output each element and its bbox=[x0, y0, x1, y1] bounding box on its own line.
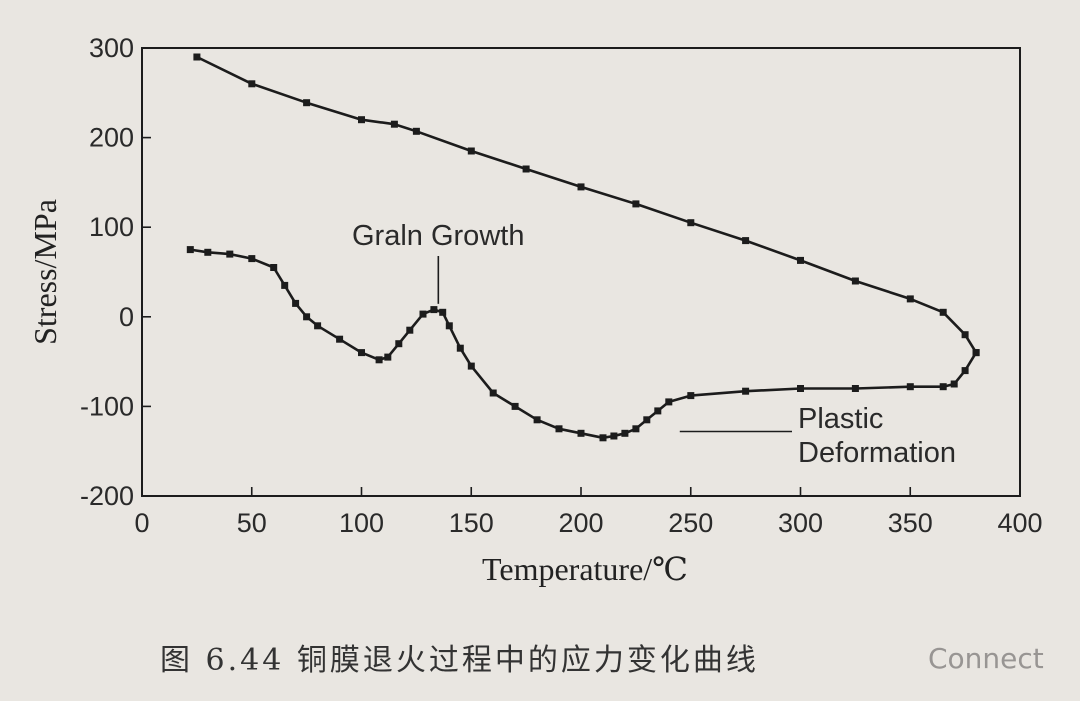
series-1-point bbox=[193, 53, 201, 61]
x-tick-label: 400 bbox=[997, 508, 1042, 538]
series-1-point bbox=[687, 219, 695, 227]
series-2-point bbox=[742, 387, 750, 395]
x-axis-label: Temperature/℃ bbox=[482, 551, 688, 587]
series-1-point bbox=[906, 295, 914, 303]
series-1-point bbox=[467, 147, 475, 155]
series-2-point bbox=[972, 349, 980, 357]
series-1-point bbox=[522, 165, 530, 173]
x-tick-label: 50 bbox=[237, 508, 267, 538]
watermark: Connect bbox=[928, 642, 1044, 675]
series-2-point bbox=[621, 429, 629, 437]
series-2-point bbox=[314, 322, 322, 330]
series-1-point bbox=[742, 237, 750, 245]
series-2-point bbox=[445, 322, 453, 330]
series-2-point bbox=[375, 356, 383, 364]
series-2-point bbox=[961, 367, 969, 375]
y-tick-label: 0 bbox=[119, 302, 134, 332]
annotation-deformation: Deformation bbox=[798, 437, 956, 469]
series-2-point bbox=[906, 383, 914, 391]
series-2-point bbox=[950, 380, 958, 388]
series-2-point bbox=[489, 389, 497, 397]
series-2-point bbox=[248, 255, 256, 263]
y-tick-label: 100 bbox=[89, 212, 134, 242]
series-2-point bbox=[439, 308, 447, 316]
x-tick-label: 300 bbox=[778, 508, 823, 538]
series-1-point bbox=[248, 80, 256, 88]
series-2-point bbox=[226, 250, 234, 258]
series-2-point bbox=[599, 434, 607, 442]
series-2-point bbox=[665, 398, 673, 406]
y-tick-label: -200 bbox=[80, 481, 134, 511]
series-2-point bbox=[939, 383, 947, 391]
series-2-point bbox=[555, 425, 563, 433]
series-2-point bbox=[430, 306, 438, 314]
x-tick-label: 100 bbox=[339, 508, 384, 538]
series-2-point bbox=[456, 344, 464, 352]
series-1-point bbox=[939, 308, 947, 316]
series-2-point bbox=[204, 248, 212, 256]
series-2-point bbox=[292, 299, 300, 307]
x-tick-label: 350 bbox=[888, 508, 933, 538]
series-2-point bbox=[281, 281, 289, 289]
series-2-point bbox=[632, 425, 640, 433]
series-2-point bbox=[419, 310, 427, 318]
series-2-point bbox=[384, 353, 392, 361]
y-axis-label: Stress/MPa bbox=[27, 199, 63, 345]
x-tick-label: 200 bbox=[558, 508, 603, 538]
series-1-point bbox=[577, 183, 585, 191]
figure-caption: 图 6.44 铜膜退火过程中的应力变化曲线 bbox=[160, 643, 759, 678]
series-2-point bbox=[533, 416, 541, 424]
y-tick-label: 200 bbox=[89, 123, 134, 153]
series-2-point bbox=[687, 392, 695, 400]
series-2-point bbox=[467, 362, 475, 370]
series-1-point bbox=[851, 277, 859, 285]
series-1-point bbox=[412, 127, 420, 135]
annotation-grain-growth: Graln Growth bbox=[352, 220, 524, 252]
series-2-point bbox=[610, 432, 618, 440]
series-2-point bbox=[654, 407, 662, 415]
series-2-point bbox=[270, 264, 278, 271]
x-tick-label: 150 bbox=[449, 508, 494, 538]
series-1-point bbox=[961, 331, 969, 339]
series-2-point bbox=[577, 429, 585, 437]
series-1-point bbox=[303, 99, 311, 107]
series-2-point bbox=[336, 335, 344, 343]
series-2-point bbox=[511, 402, 519, 410]
x-tick-label: 250 bbox=[668, 508, 713, 538]
plot-frame bbox=[141, 47, 1021, 497]
series-1-point bbox=[358, 116, 365, 124]
y-tick-label: 300 bbox=[89, 33, 134, 63]
series-2-point bbox=[643, 416, 651, 424]
series-2-point bbox=[406, 326, 414, 334]
series-1-point bbox=[632, 200, 640, 208]
axis-ticks: 0 50 100 150 200 250 300 350 400 -200 -100 0 100 200 3… bbox=[80, 33, 1043, 538]
series-1-point bbox=[390, 120, 398, 128]
series-2-point bbox=[358, 349, 365, 357]
series-2-point bbox=[303, 313, 311, 321]
series-line-1 bbox=[195, 55, 978, 354]
series-2-point bbox=[851, 385, 859, 392]
series-1-point bbox=[797, 256, 804, 264]
data-series bbox=[186, 53, 980, 442]
series-2-point bbox=[186, 246, 194, 254]
series-2-point bbox=[395, 340, 403, 348]
y-tick-label: -100 bbox=[80, 391, 134, 421]
annotation-plastic: Plastic bbox=[798, 403, 883, 435]
series-2-point bbox=[797, 385, 804, 392]
x-tick-label: 0 bbox=[134, 508, 149, 538]
